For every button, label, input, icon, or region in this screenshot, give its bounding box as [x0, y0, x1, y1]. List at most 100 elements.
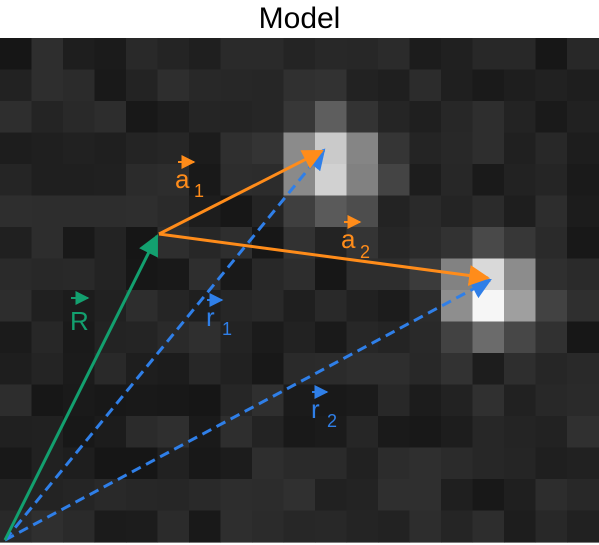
image-pixel	[504, 164, 537, 197]
image-pixel	[409, 353, 442, 386]
image-pixel	[63, 69, 96, 102]
image-pixel	[441, 164, 474, 197]
image-pixel	[315, 38, 348, 71]
image-pixel	[94, 258, 127, 291]
image-pixel	[126, 416, 159, 449]
image-pixel	[346, 164, 379, 197]
label-r1-letter: r	[206, 302, 215, 332]
image-pixel	[252, 416, 285, 449]
image-pixel	[252, 290, 285, 323]
image-pixel	[378, 384, 411, 417]
image-pixel	[220, 38, 253, 71]
image-pixel	[315, 69, 348, 102]
vector-r1-arrow	[3, 148, 326, 541]
image-pixel	[252, 321, 285, 354]
image-pixel	[567, 258, 599, 291]
image-pixel	[31, 258, 64, 291]
image-pixel	[346, 132, 379, 165]
image-pixel	[441, 479, 474, 512]
image-pixel	[0, 69, 33, 102]
image-pixel	[535, 353, 568, 386]
image-pixel	[252, 101, 285, 134]
image-pixel	[189, 69, 222, 102]
image-pixel	[157, 101, 190, 134]
image-pixel	[126, 164, 159, 197]
image-pixel	[504, 384, 537, 417]
image-pixel	[504, 353, 537, 386]
image-pixel	[441, 353, 474, 386]
image-pixel	[94, 510, 127, 543]
image-pixel	[63, 321, 96, 354]
image-pixel	[535, 290, 568, 323]
image-pixel	[283, 290, 316, 323]
vector-r2-arrow	[4, 278, 492, 542]
image-pixel	[315, 353, 348, 386]
image-pixel	[346, 227, 379, 260]
image-pixel	[378, 416, 411, 449]
image-pixel	[220, 290, 253, 323]
image-pixel	[63, 164, 96, 197]
image-pixel	[157, 384, 190, 417]
image-pixel	[157, 132, 190, 165]
image-pixel	[535, 164, 568, 197]
image-pixel	[567, 290, 599, 323]
image-pixel	[252, 69, 285, 102]
image-pixel	[126, 69, 159, 102]
image-pixel	[126, 353, 159, 386]
image-pixel	[346, 290, 379, 323]
image-pixel	[504, 447, 537, 480]
image-pixel	[31, 38, 64, 71]
image-pixel	[157, 195, 190, 228]
image-pixel	[0, 258, 33, 291]
image-pixel	[378, 290, 411, 323]
image-pixel	[567, 510, 599, 543]
image-pixel	[252, 510, 285, 543]
image-pixel	[31, 384, 64, 417]
image-pixel	[346, 38, 379, 71]
image-pixel	[126, 38, 159, 71]
image-pixel	[441, 101, 474, 134]
image-pixel	[189, 447, 222, 480]
image-pixel	[378, 38, 411, 71]
image-pixel	[472, 195, 505, 228]
image-pixel	[472, 416, 505, 449]
image-pixel	[315, 290, 348, 323]
image-pixel	[252, 195, 285, 228]
image-pixel	[94, 132, 127, 165]
image-pixel	[252, 132, 285, 165]
image-pixel	[472, 290, 505, 323]
image-pixel	[283, 132, 316, 165]
image-pixel	[535, 258, 568, 291]
image-pixel	[63, 38, 96, 71]
vector-arrows	[3, 148, 492, 542]
label-a2-letter: a	[341, 224, 356, 254]
image-pixel	[94, 101, 127, 134]
image-pixel	[504, 258, 537, 291]
image-pixel	[94, 447, 127, 480]
image-pixel	[378, 447, 411, 480]
image-pixel	[315, 227, 348, 260]
image-pixel	[189, 479, 222, 512]
image-pixel	[409, 69, 442, 102]
image-pixel	[504, 69, 537, 102]
image-pixel	[31, 510, 64, 543]
image-pixel	[0, 227, 33, 260]
image-pixel	[63, 227, 96, 260]
image-pixel	[378, 353, 411, 386]
image-pixel	[157, 447, 190, 480]
image-pixel	[189, 384, 222, 417]
image-pixel	[283, 479, 316, 512]
image-pixel	[378, 132, 411, 165]
image-pixel	[504, 321, 537, 354]
image-pixel	[535, 479, 568, 512]
image-pixel	[220, 69, 253, 102]
image-pixel	[220, 447, 253, 480]
image-pixel	[567, 227, 599, 260]
image-pixel	[189, 38, 222, 71]
image-pixel	[472, 321, 505, 354]
image-pixel	[0, 164, 33, 197]
image-pixel	[31, 195, 64, 228]
image-pixel	[31, 227, 64, 260]
image-pixel	[472, 353, 505, 386]
